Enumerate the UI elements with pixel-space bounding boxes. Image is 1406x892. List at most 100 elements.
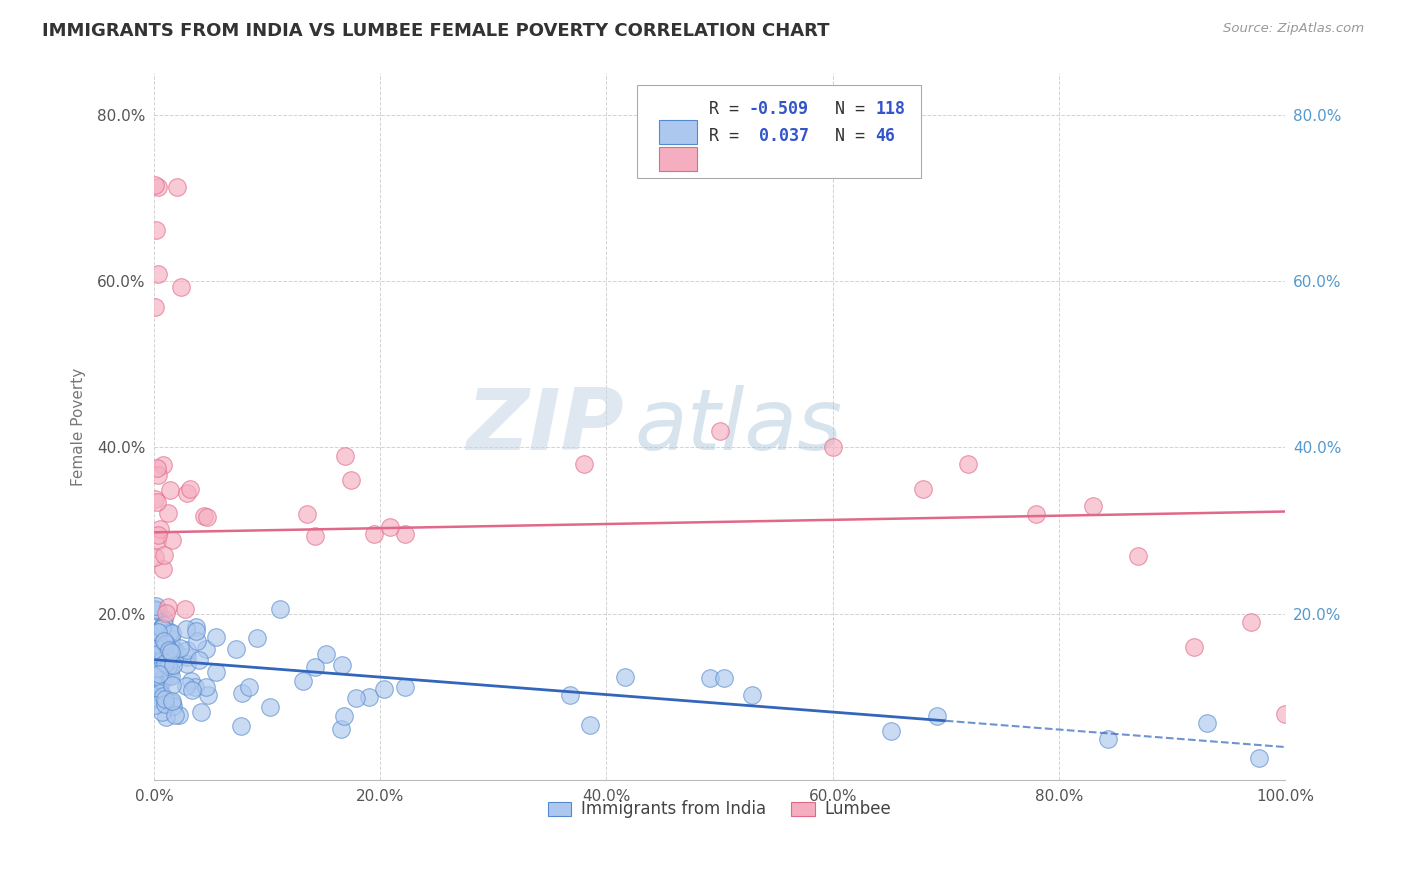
Point <box>155 692 177 706</box>
Point <box>380 520 402 534</box>
Point <box>146 634 169 648</box>
Point <box>149 522 172 536</box>
Point <box>157 625 180 640</box>
Point <box>146 661 169 675</box>
Point <box>179 674 201 689</box>
Point <box>148 692 170 706</box>
Text: N =: N = <box>814 100 875 118</box>
Point <box>143 636 166 650</box>
Point <box>160 696 183 710</box>
Point <box>879 724 901 739</box>
Point <box>150 653 173 667</box>
Point <box>572 457 595 471</box>
Y-axis label: Female Poverty: Female Poverty <box>72 368 86 486</box>
Point <box>152 690 174 704</box>
Point <box>163 643 186 657</box>
Point <box>194 642 217 657</box>
Point <box>304 660 326 674</box>
Point <box>174 622 197 636</box>
Point <box>143 178 166 192</box>
Point <box>197 688 219 702</box>
Point <box>143 602 166 616</box>
Point <box>159 625 181 640</box>
Point <box>149 639 172 653</box>
Point <box>741 688 763 702</box>
Point <box>259 700 281 714</box>
Point <box>205 630 228 644</box>
Point <box>957 457 980 471</box>
Point <box>149 686 172 700</box>
Legend: Immigrants from India, Lumbee: Immigrants from India, Lumbee <box>541 794 898 825</box>
Point <box>315 647 337 661</box>
Point <box>153 639 176 653</box>
Point <box>330 722 353 736</box>
Point <box>186 620 208 634</box>
Point <box>153 649 176 664</box>
Point <box>148 180 170 194</box>
Point <box>357 690 380 705</box>
Point <box>333 708 356 723</box>
Point <box>150 673 173 688</box>
Point <box>176 643 198 657</box>
Point <box>1081 499 1104 513</box>
Point <box>231 719 253 733</box>
Point <box>170 280 193 294</box>
Point <box>188 652 211 666</box>
Point <box>153 670 176 684</box>
Point <box>153 633 176 648</box>
Point <box>152 458 174 473</box>
Point <box>152 645 174 659</box>
Point <box>160 632 183 646</box>
Point <box>160 669 183 683</box>
Point <box>156 599 179 614</box>
Point <box>150 665 173 680</box>
Point <box>231 686 253 700</box>
Point <box>159 483 181 498</box>
Text: Source: ZipAtlas.com: Source: ZipAtlas.com <box>1223 22 1364 36</box>
Point <box>560 688 582 702</box>
Point <box>150 621 173 635</box>
Point <box>340 473 363 487</box>
Point <box>162 698 184 713</box>
Point <box>166 179 188 194</box>
Point <box>165 708 187 723</box>
Point <box>176 657 198 672</box>
Point <box>1184 640 1206 655</box>
Point <box>152 612 174 626</box>
Point <box>394 526 416 541</box>
Point <box>176 486 198 500</box>
Text: IMMIGRANTS FROM INDIA VS LUMBEE FEMALE POVERTY CORRELATION CHART: IMMIGRANTS FROM INDIA VS LUMBEE FEMALE P… <box>42 22 830 40</box>
Point <box>157 669 180 683</box>
Point <box>1247 750 1270 764</box>
Point <box>195 510 218 524</box>
Point <box>146 267 169 281</box>
Point <box>155 606 177 620</box>
Point <box>167 707 190 722</box>
Point <box>149 684 172 698</box>
Point <box>333 449 356 463</box>
Point <box>143 300 166 314</box>
Point <box>165 646 187 660</box>
Point <box>195 680 218 694</box>
Point <box>162 657 184 672</box>
Point <box>292 674 315 689</box>
Point <box>155 637 177 651</box>
Text: 0.037: 0.037 <box>749 127 808 145</box>
Point <box>363 526 385 541</box>
Text: 46: 46 <box>876 127 896 145</box>
Point <box>146 671 169 685</box>
Point <box>157 642 180 657</box>
Point <box>145 630 167 644</box>
Point <box>153 618 176 632</box>
Point <box>150 706 173 720</box>
Point <box>709 424 731 438</box>
Point <box>153 548 176 562</box>
Point <box>143 648 166 662</box>
Point <box>269 601 291 615</box>
Point <box>143 550 166 565</box>
Point <box>346 691 368 706</box>
FancyBboxPatch shape <box>658 146 697 170</box>
Point <box>149 668 172 682</box>
Point <box>145 599 167 613</box>
Point <box>156 506 179 520</box>
